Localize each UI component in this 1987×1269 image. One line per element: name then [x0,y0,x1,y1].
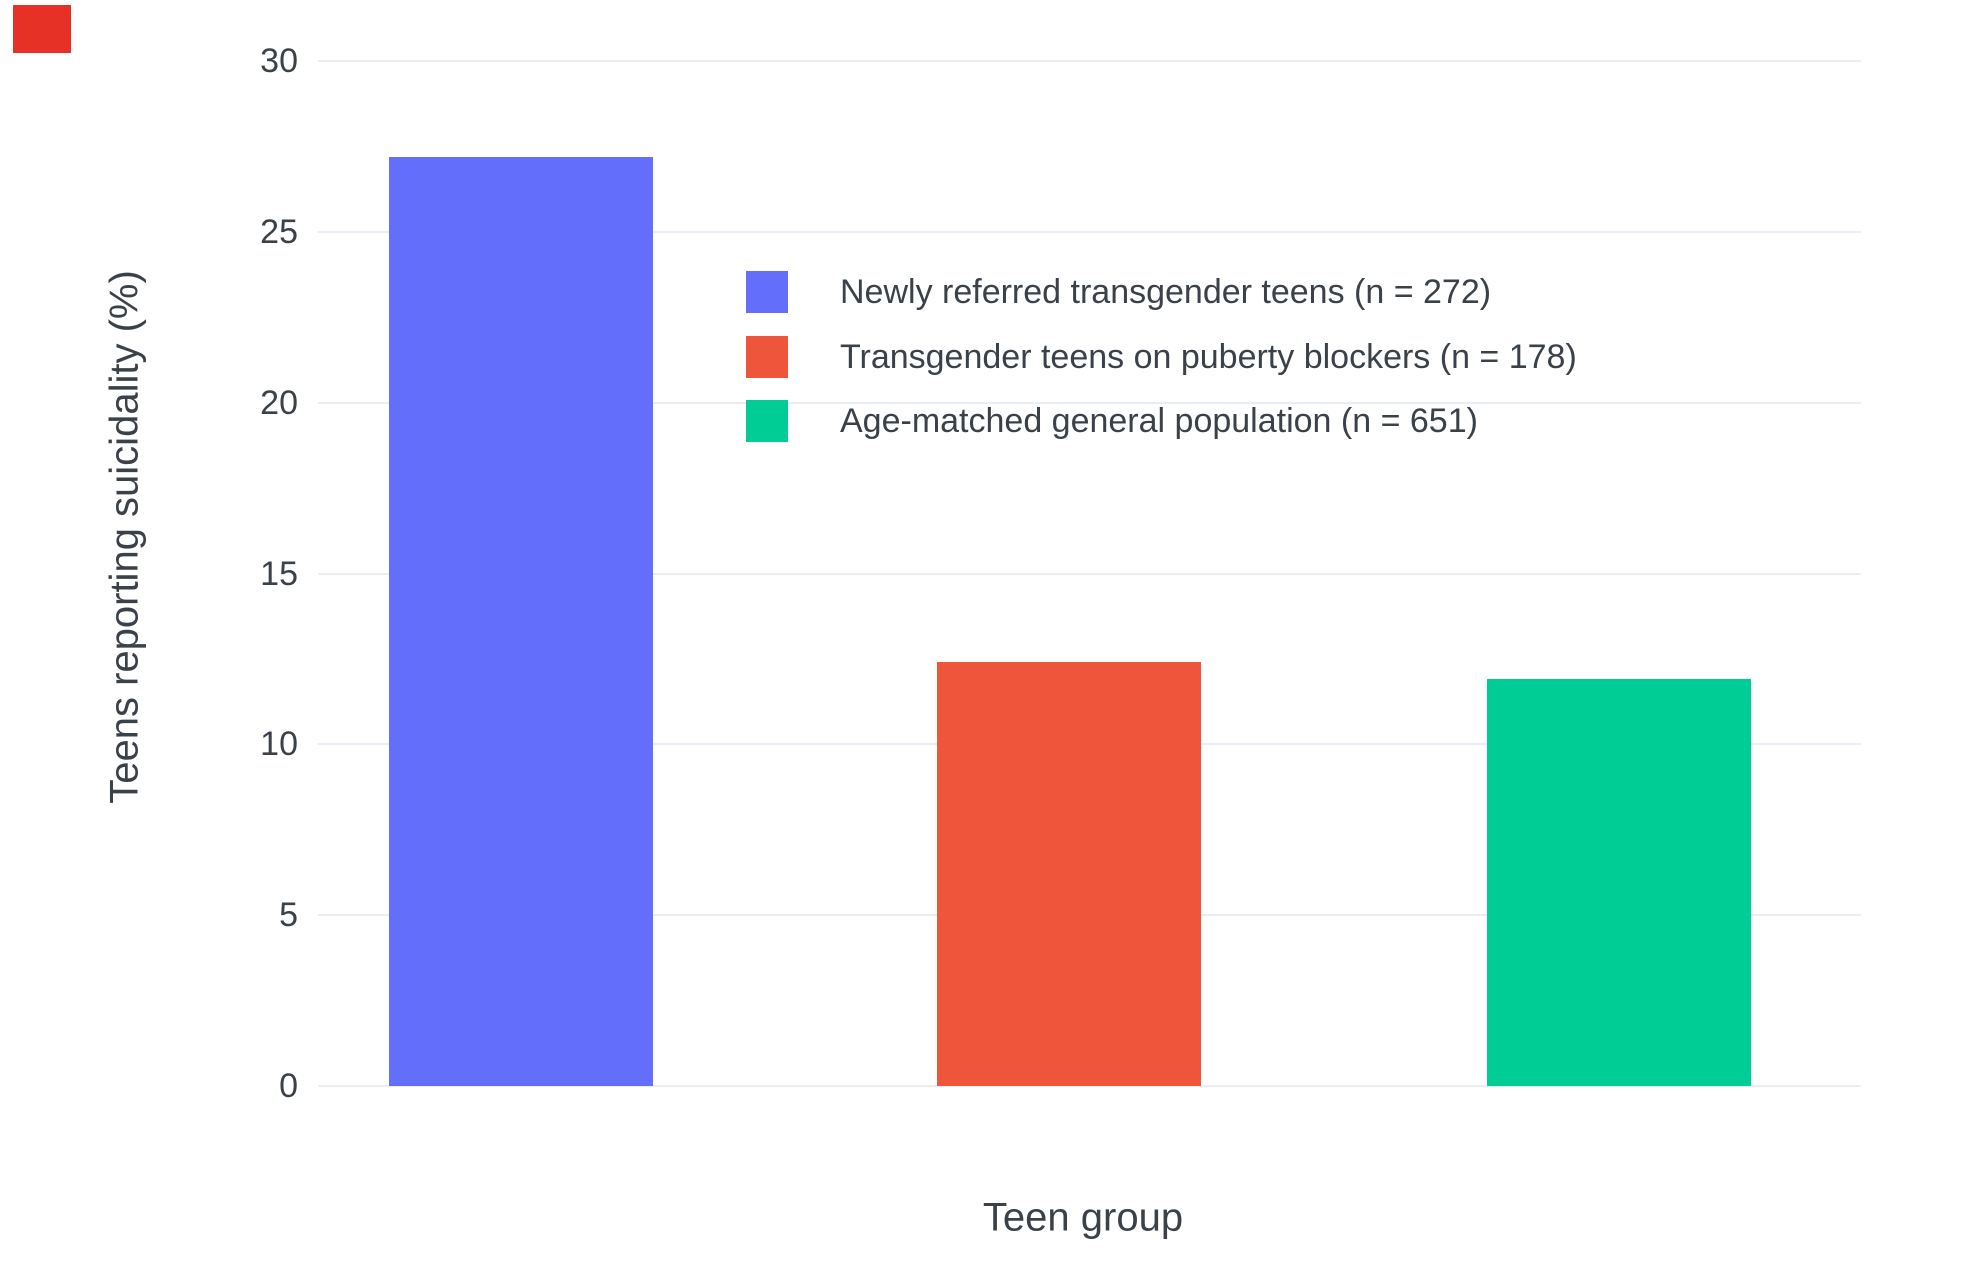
gridline-y-15 [318,572,1861,575]
bar-2[interactable] [937,662,1201,1086]
y-tick-10: 10 [260,725,298,764]
gridline-y-30 [318,60,1861,62]
y-tick-20: 20 [260,383,298,422]
y-tick-5: 5 [279,896,298,935]
legend-label-2[interactable]: Transgender teens on puberty blockers (n… [840,338,1577,376]
bar-1[interactable] [389,156,653,1086]
y-tick-30: 30 [260,42,298,80]
x-axis-title: Teen group [982,1195,1184,1240]
gridline-y-25 [318,230,1861,233]
bar-3[interactable] [1487,679,1751,1086]
gridline-y-0 [318,1085,1861,1087]
gridline-y-20 [318,401,1861,404]
legend-swatch-1[interactable] [746,271,788,313]
corner-marker [13,5,71,53]
y-tick-15: 15 [260,554,298,593]
y-tick-0: 0 [279,1067,298,1105]
legend-swatch-2[interactable] [746,336,788,378]
y-tick-25: 25 [260,212,298,251]
legend-label-3[interactable]: Age-matched general population (n = 651) [840,402,1478,440]
y-axis-title: Teens reporting suicidality (%) [102,270,147,804]
legend-label-1[interactable]: Newly referred transgender teens (n = 27… [840,273,1492,311]
legend-swatch-3[interactable] [746,400,788,442]
